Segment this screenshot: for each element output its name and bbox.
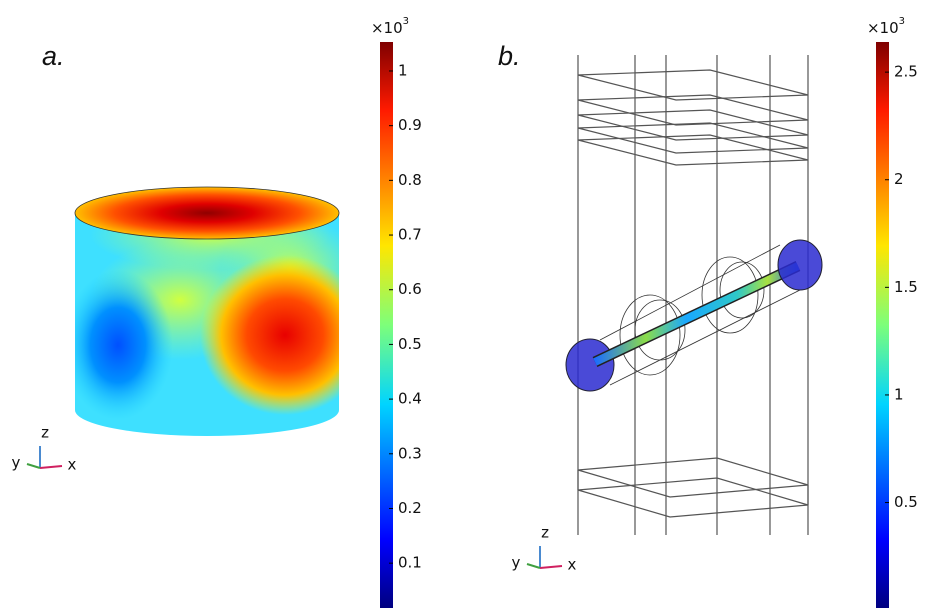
multiplier-exponent: 3 xyxy=(899,16,905,27)
colorbar-b xyxy=(876,42,889,608)
colorbar-tick-label: 0.6 xyxy=(398,280,422,298)
colorbar-tick-label: 1 xyxy=(894,385,904,403)
colorbar-a xyxy=(380,42,393,608)
triad-b xyxy=(526,546,563,569)
axis-label-x: x xyxy=(68,456,77,474)
colorbar-tick-label: 0.8 xyxy=(398,171,422,189)
colorbar-multiplier: ×103 xyxy=(371,16,409,37)
colorbar-tick-label: 0.4 xyxy=(398,390,422,408)
panel-label: b. xyxy=(498,41,521,71)
axis-label-z: z xyxy=(541,524,549,542)
axis-label-y: y xyxy=(512,554,521,572)
axis-label-y: y xyxy=(12,454,21,472)
cylinder-render xyxy=(74,186,340,436)
multiplier-base: ×10 xyxy=(371,19,403,37)
colorbar-tick-label: 0.5 xyxy=(894,493,918,511)
colorbar-multiplier: ×103 xyxy=(867,16,905,37)
wireframe-render xyxy=(577,55,809,535)
triad-a xyxy=(26,446,63,469)
colorbar-tick-label: 0.5 xyxy=(398,335,422,353)
panel-label: a. xyxy=(42,41,65,71)
colorbar-tick-label: 0.9 xyxy=(398,116,422,134)
colorbar-tick-label: 1.5 xyxy=(894,278,918,296)
rod-render xyxy=(565,239,823,392)
axis-label-x: x xyxy=(568,556,577,574)
colorbar-tick-label: 0.2 xyxy=(398,499,422,517)
multiplier-exponent: 3 xyxy=(403,16,409,27)
colorbar-tick-label: 0.1 xyxy=(398,554,422,572)
colorbar-tick-label: 0.7 xyxy=(398,226,422,244)
colorbar-tick-label: 0.3 xyxy=(398,444,422,462)
colorbar-tick-label: 2 xyxy=(894,170,904,188)
multiplier-base: ×10 xyxy=(867,19,899,37)
colorbar-tick-label: 1 xyxy=(398,61,408,79)
axis-label-z: z xyxy=(41,424,49,442)
colorbar-tick-label: 2.5 xyxy=(894,63,918,81)
